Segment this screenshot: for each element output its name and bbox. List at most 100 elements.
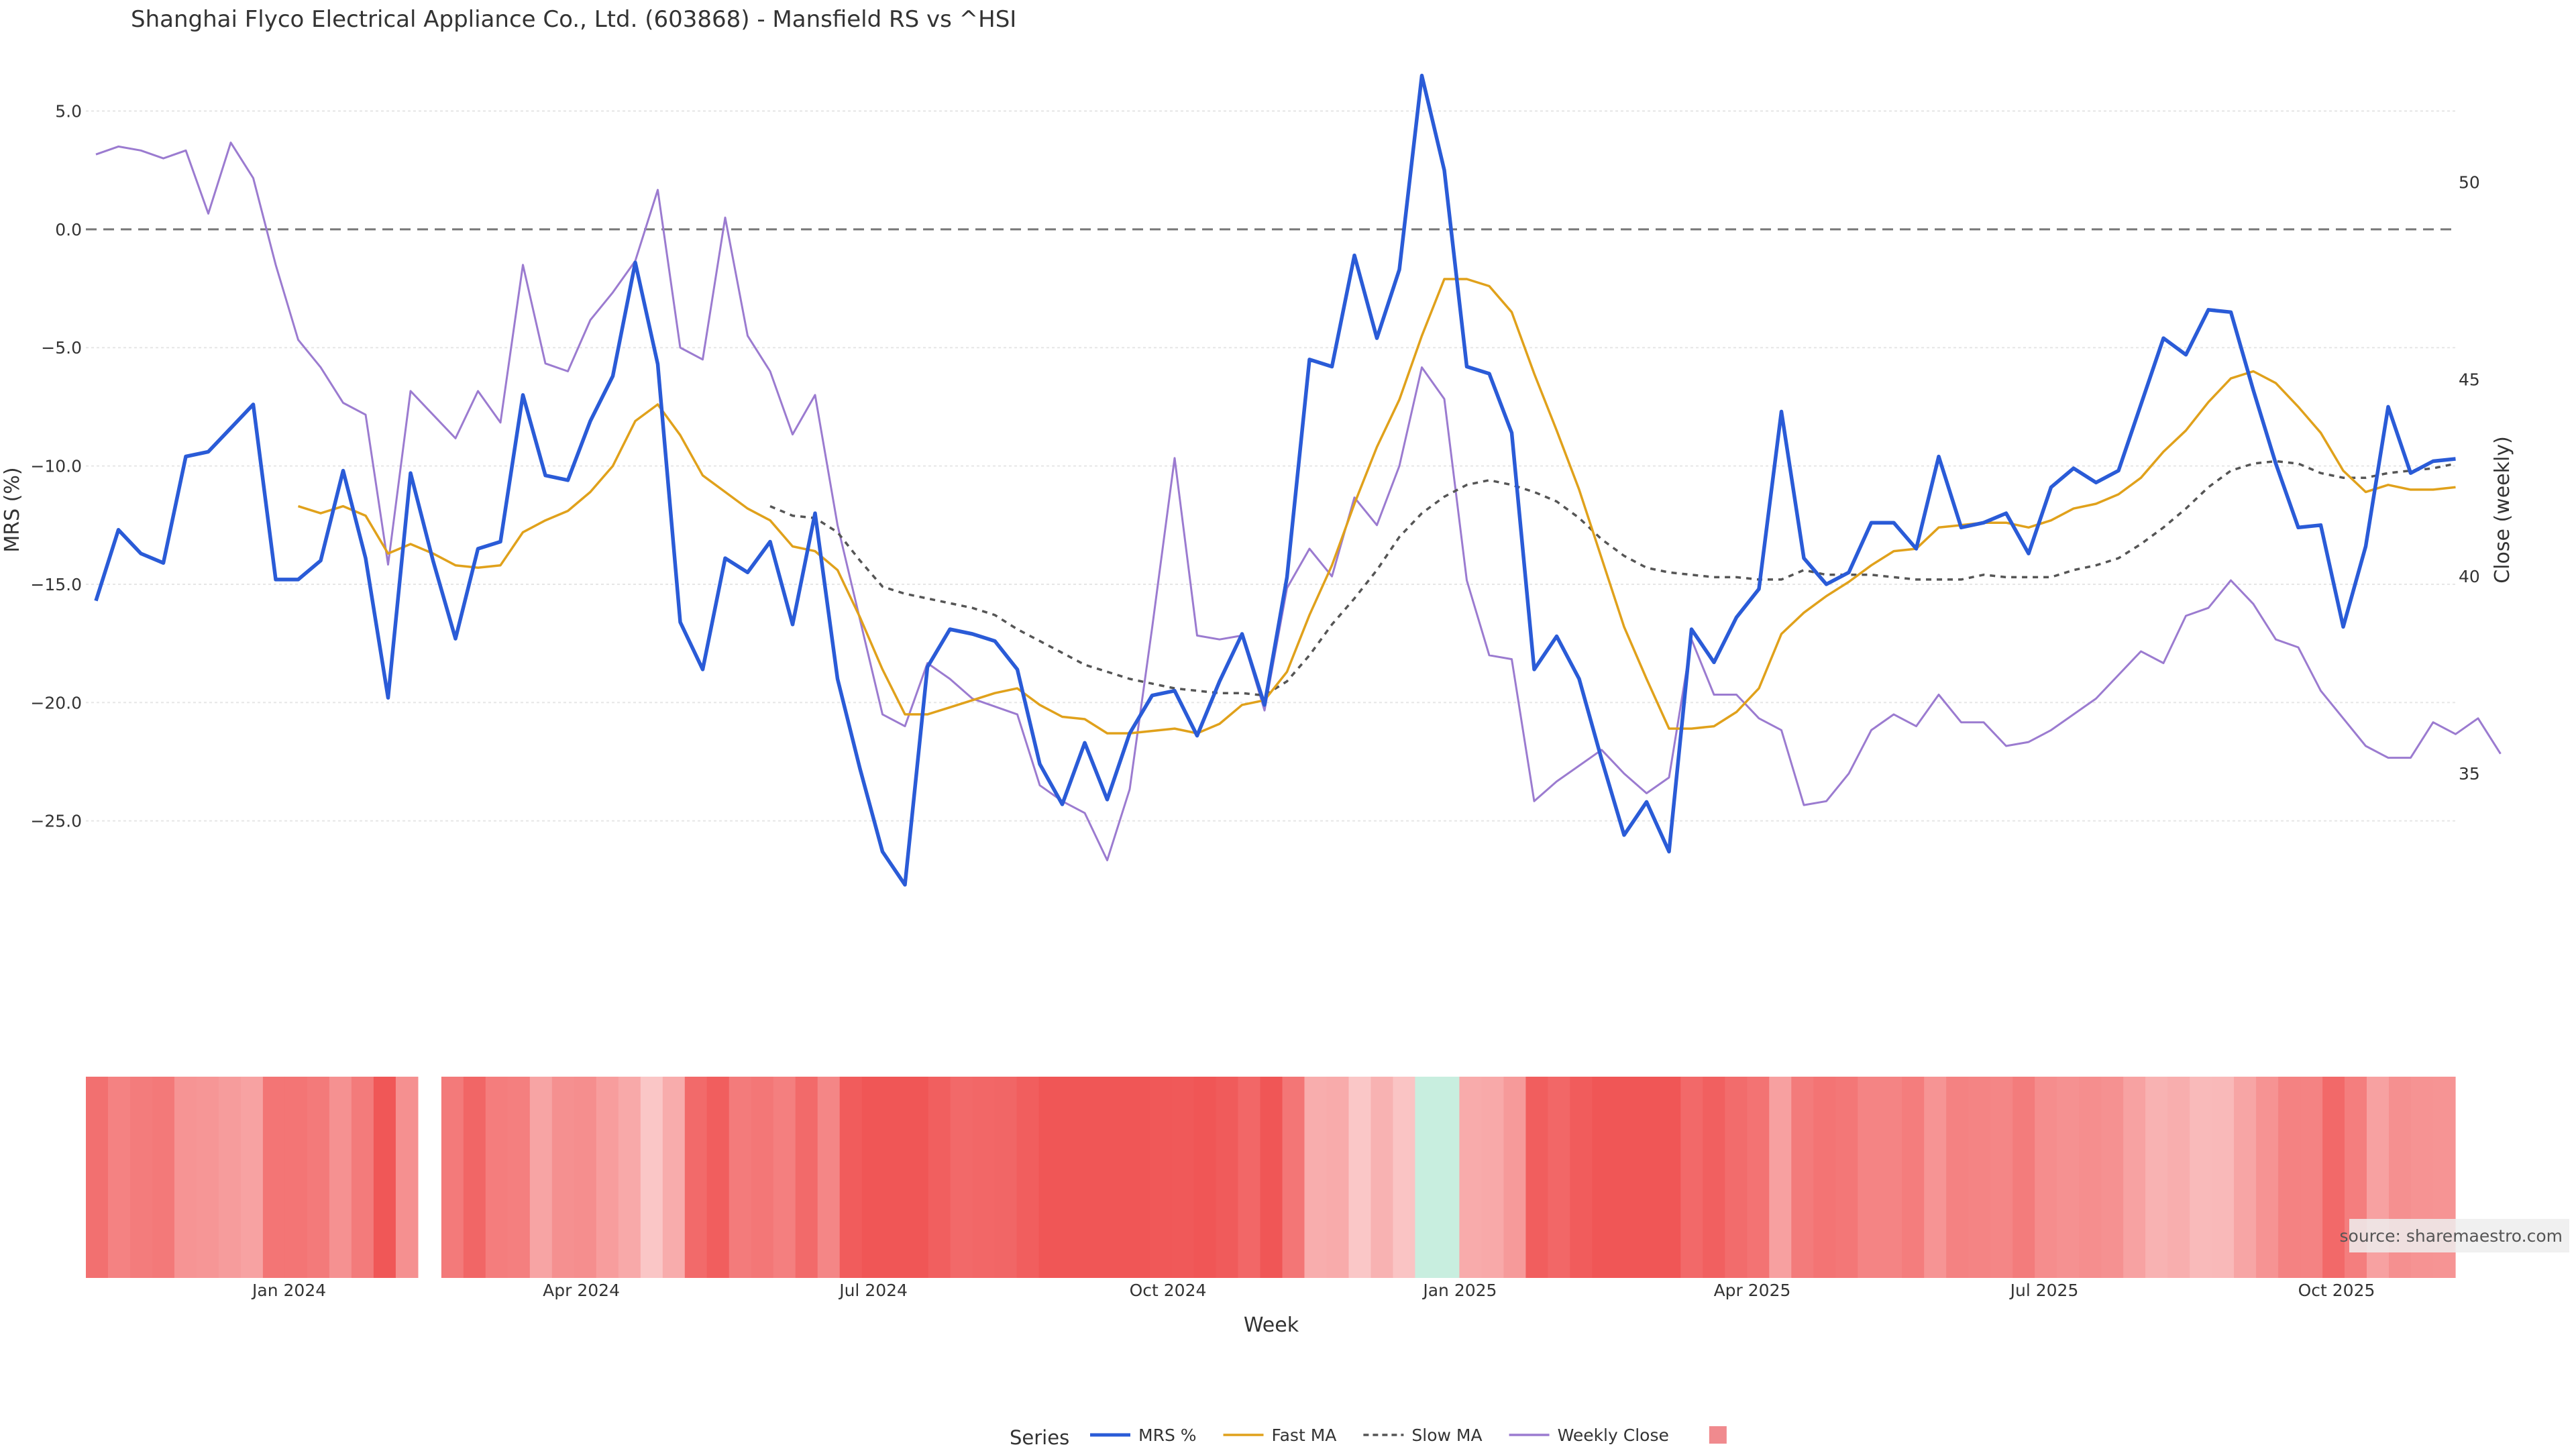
heatmap-cell xyxy=(1193,1077,1217,1278)
heatmap-cell xyxy=(329,1077,352,1278)
y-left-tick-label: 5.0 xyxy=(55,102,82,121)
heatmap-cell xyxy=(618,1077,641,1278)
heatmap-cell xyxy=(1968,1077,1991,1278)
heatmap-cell xyxy=(351,1077,374,1278)
heatmap-cell xyxy=(1592,1077,1615,1278)
heatmap-cell xyxy=(441,1077,464,1278)
heatmap-cell xyxy=(1282,1077,1305,1278)
heatmap-cell xyxy=(1238,1077,1261,1278)
heatmap-cell xyxy=(1747,1077,1770,1278)
heatmap-cell xyxy=(2035,1077,2057,1278)
heatmap-cell xyxy=(307,1077,330,1278)
heatmap-cell xyxy=(130,1077,153,1278)
heatmap-cell xyxy=(2012,1077,2035,1278)
heatmap-cell xyxy=(1481,1077,1504,1278)
legend: Series MRS % Fast MA Slow MA Weekly Close xyxy=(1010,1426,1727,1449)
heatmap-cell xyxy=(1061,1077,1084,1278)
x-axis-ticks: Jan 2024 Apr 2024 Jul 2024 Oct 2024 Jan 2025… xyxy=(251,1281,2375,1300)
y-left-tick-label: 0.0 xyxy=(55,220,82,239)
heatmap-cell xyxy=(1946,1077,1969,1278)
x-axis-title: Week xyxy=(1244,1313,1299,1337)
legend-label: MRS % xyxy=(1138,1426,1197,1445)
heatmap-cell xyxy=(706,1077,730,1278)
heatmap-cell xyxy=(1016,1077,1040,1278)
heatmap-cell xyxy=(574,1077,597,1278)
heatmap-cell xyxy=(1924,1077,1947,1278)
heatmap-cell xyxy=(1858,1077,1880,1278)
heatmap-cell xyxy=(1658,1077,1681,1278)
series-line-slow-ma xyxy=(769,460,2456,697)
heatmap-cell xyxy=(1437,1077,1460,1278)
heatmap-cell xyxy=(1415,1077,1438,1278)
x-tick-label: Jan 2024 xyxy=(251,1281,326,1300)
heatmap-cell xyxy=(373,1077,396,1278)
heatmap-cell xyxy=(906,1077,929,1278)
heatmap-cell xyxy=(2300,1077,2323,1278)
heatmap-cell xyxy=(2212,1077,2235,1278)
heatmap-cell xyxy=(284,1077,308,1278)
x-tick-label: Jul 2025 xyxy=(2009,1281,2079,1300)
heatmap-cell xyxy=(1304,1077,1328,1278)
heatmap-cell xyxy=(1216,1077,1239,1278)
y-right-tick-label: 50 xyxy=(2459,172,2480,192)
heatmap-cell xyxy=(2101,1077,2124,1278)
y-left-tick-label: −5.0 xyxy=(41,338,82,358)
main-plot-area: 5.0 0.0 −5.0 −10.0 −15.0 −20.0 −25.0 50 45 40 35 xyxy=(30,73,2502,887)
heatmap-cell xyxy=(1902,1077,1925,1278)
heatmap-cell xyxy=(152,1077,175,1278)
heatmap-cell xyxy=(240,1077,264,1278)
legend-label: Weekly Close xyxy=(1558,1426,1669,1445)
heatmap-cell xyxy=(640,1077,663,1278)
heatmap-cell xyxy=(551,1077,575,1278)
heatmap-cell xyxy=(2123,1077,2146,1278)
y-right-tick-label: 45 xyxy=(2459,370,2480,389)
heatmap-cell xyxy=(1880,1077,1902,1278)
heatmap-cell xyxy=(1680,1077,1703,1278)
heatmap-cell xyxy=(1393,1077,1416,1278)
heatmap-cell xyxy=(662,1077,686,1278)
heatmap-cell xyxy=(684,1077,708,1278)
y-right-tick-label: 35 xyxy=(2459,764,2480,784)
heatmap-cell xyxy=(1503,1077,1526,1278)
gridlines xyxy=(86,110,2455,822)
heatmap-cell xyxy=(1149,1077,1173,1278)
heatmap-cell xyxy=(1769,1077,1792,1278)
heatmap-cell xyxy=(2256,1077,2279,1278)
y-left-tick-label: −20.0 xyxy=(30,693,82,712)
y-right-tick-label: 40 xyxy=(2459,567,2480,586)
heatmap-cell xyxy=(1990,1077,2013,1278)
heatmap-cell xyxy=(994,1077,1018,1278)
heatmap-cell xyxy=(751,1077,774,1278)
heatmap-cell xyxy=(1614,1077,1637,1278)
heatmap-cell xyxy=(1326,1077,1350,1278)
legend-heatmap-swatch xyxy=(1709,1426,1727,1444)
x-tick-label: Oct 2024 xyxy=(1130,1281,1207,1300)
y-left-tick-label: −25.0 xyxy=(30,812,82,831)
heatmap-cell xyxy=(108,1077,131,1278)
heatmap-cell xyxy=(1348,1077,1372,1278)
heatmap-cell xyxy=(861,1077,885,1278)
heatmap-cell xyxy=(2278,1077,2301,1278)
series-line-fast-ma xyxy=(297,278,2456,735)
heatmap-cell xyxy=(596,1077,619,1278)
heatmap-cell xyxy=(928,1077,951,1278)
heatmap-cell xyxy=(2145,1077,2168,1278)
x-tick-label: Jan 2025 xyxy=(1421,1281,1497,1300)
left-axis-title: MRS (%) xyxy=(1,467,24,552)
heatmap-cell xyxy=(197,1077,219,1278)
x-tick-label: Apr 2024 xyxy=(543,1281,620,1300)
series-layer xyxy=(94,73,2502,887)
x-tick-label: Oct 2025 xyxy=(2298,1281,2375,1300)
heatmap-cell xyxy=(174,1077,197,1278)
mrs-heatmap-strip xyxy=(86,1077,2456,1278)
heatmap-cell xyxy=(485,1077,508,1278)
heatmap-cell xyxy=(1570,1077,1593,1278)
heatmap-cell xyxy=(1525,1077,1548,1278)
heatmap-cell xyxy=(1171,1077,1195,1278)
heatmap-cell xyxy=(218,1077,241,1278)
heatmap-cell xyxy=(1105,1077,1128,1278)
heatmap-cell xyxy=(729,1077,752,1278)
heatmap-cell xyxy=(2322,1077,2345,1278)
y-left-tick-label: −15.0 xyxy=(30,575,82,594)
